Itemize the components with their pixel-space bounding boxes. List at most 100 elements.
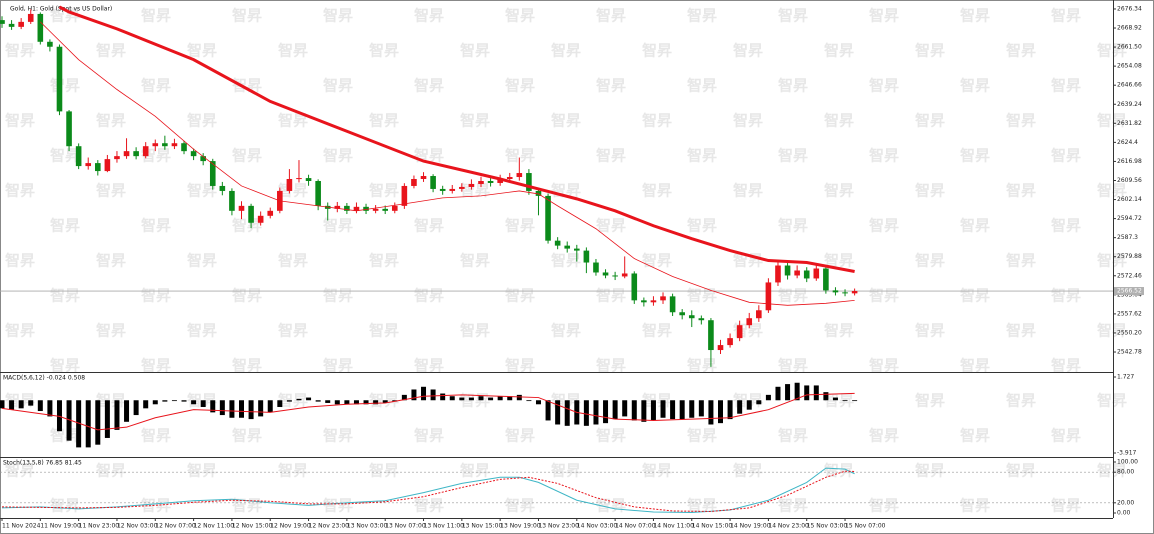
candle-body: [660, 296, 666, 301]
x-tick-label: 13 Nov 19:00: [500, 523, 541, 530]
watermark: 智昇: [596, 147, 626, 165]
watermark: 智昇: [596, 357, 626, 375]
watermark: 智昇: [505, 427, 535, 445]
watermark: 智昇: [50, 77, 80, 95]
candle-body: [382, 208, 388, 211]
watermark: 智昇: [278, 462, 308, 480]
watermark: 智昇: [687, 497, 717, 515]
macd-bar: [660, 400, 666, 418]
candle-body: [47, 41, 53, 47]
watermark: 智昇: [915, 182, 945, 200]
candle-body: [209, 161, 216, 186]
candle-body: [200, 156, 206, 162]
watermark: 智昇: [778, 77, 808, 95]
watermark: 智昇: [5, 462, 35, 480]
candle-body: [142, 146, 149, 157]
watermark: 智昇: [824, 462, 854, 480]
watermark: 智昇: [1051, 357, 1081, 375]
watermark: 智昇: [778, 7, 808, 25]
macd-bar: [689, 400, 695, 418]
watermark: 智昇: [687, 77, 717, 95]
macd-bar: [804, 385, 810, 401]
candle-body: [248, 205, 254, 223]
watermark: 智昇: [414, 217, 444, 235]
candle-body: [286, 178, 293, 191]
candle-body: [133, 151, 139, 157]
last-price-box: [1114, 287, 1144, 296]
macd-bar: [152, 400, 158, 405]
candle-body: [372, 208, 379, 211]
watermark: 智昇: [1097, 112, 1127, 130]
watermark: 智昇: [414, 497, 444, 515]
watermark: 智昇: [232, 427, 262, 445]
watermark: 智昇: [5, 182, 35, 200]
watermark: 智昇: [232, 7, 262, 25]
x-tick-label: 15 Nov 07:00: [845, 523, 886, 530]
watermark: 智昇: [778, 287, 808, 305]
watermark: 智昇: [687, 7, 717, 25]
y-tick-label: 2639.24: [1117, 101, 1142, 108]
watermark: 智昇: [1051, 147, 1081, 165]
macd-bar: [334, 400, 340, 405]
macd-bar: [564, 400, 570, 426]
watermark: 智昇: [687, 357, 717, 375]
macd-bar: [698, 400, 704, 417]
candle-body: [85, 163, 92, 167]
macd-bar: [852, 400, 858, 402]
macd-bar: [756, 400, 762, 405]
candle-body: [545, 195, 551, 241]
watermark: 智昇: [96, 322, 126, 340]
y-tick-label: 2557.62: [1117, 310, 1142, 317]
watermark: 智昇: [1006, 42, 1036, 60]
watermark: 智昇: [687, 217, 717, 235]
x-tick-label: 14 Nov 07:00: [615, 523, 656, 530]
macd-bar: [535, 400, 541, 405]
y-tick-label: 2572.46: [1117, 272, 1142, 279]
watermark: 智昇: [1051, 427, 1081, 445]
y-tick-label: 2594.72: [1117, 215, 1142, 222]
macd-bar: [765, 394, 771, 401]
candle-body: [526, 173, 532, 191]
macd-bar: [353, 400, 359, 405]
candle-body: [478, 181, 484, 184]
x-tick-label: 14 Nov 23:00: [768, 523, 809, 530]
watermark: 智昇: [232, 147, 262, 165]
watermark: 智昇: [232, 357, 262, 375]
y-tick-label: 2602.14: [1117, 196, 1142, 203]
candle-body: [842, 292, 848, 294]
candle-body: [679, 312, 685, 316]
x-tick-label: 13 Nov 07:00: [385, 523, 426, 530]
watermark: 智昇: [1097, 392, 1127, 410]
macd-bar: [421, 386, 427, 401]
y-tick-label: 2661.50: [1117, 44, 1142, 51]
candle-body: [296, 178, 302, 180]
watermark: 智昇: [460, 42, 490, 60]
watermark: 智昇: [50, 287, 80, 305]
macd-bar: [650, 400, 656, 421]
candle-body: [267, 210, 274, 216]
candle-body: [449, 188, 456, 191]
watermark: 智昇: [869, 427, 899, 445]
watermark: 智昇: [141, 217, 171, 235]
watermark: 智昇: [1051, 7, 1081, 25]
candle-body: [775, 265, 781, 283]
candle-body: [554, 240, 561, 246]
watermark: 智昇: [915, 112, 945, 130]
x-tick-label: 15 Nov 03:00: [807, 523, 848, 530]
macd-bar: [449, 396, 455, 401]
x-tick-label: 11 Nov 2024: [2, 523, 41, 530]
watermark: 智昇: [1051, 77, 1081, 95]
candle-body: [114, 156, 120, 160]
watermark: 智昇: [551, 462, 581, 480]
watermark: 智昇: [596, 77, 626, 95]
candle-body: [95, 163, 101, 172]
watermark: 智昇: [642, 252, 672, 270]
watermark: 智昇: [187, 112, 217, 130]
y-tick-label: 2579.88: [1117, 253, 1142, 260]
macd-bar: [219, 400, 225, 416]
macd-bar: [401, 394, 407, 401]
candle-body: [851, 291, 858, 294]
macd-bar: [823, 392, 829, 401]
